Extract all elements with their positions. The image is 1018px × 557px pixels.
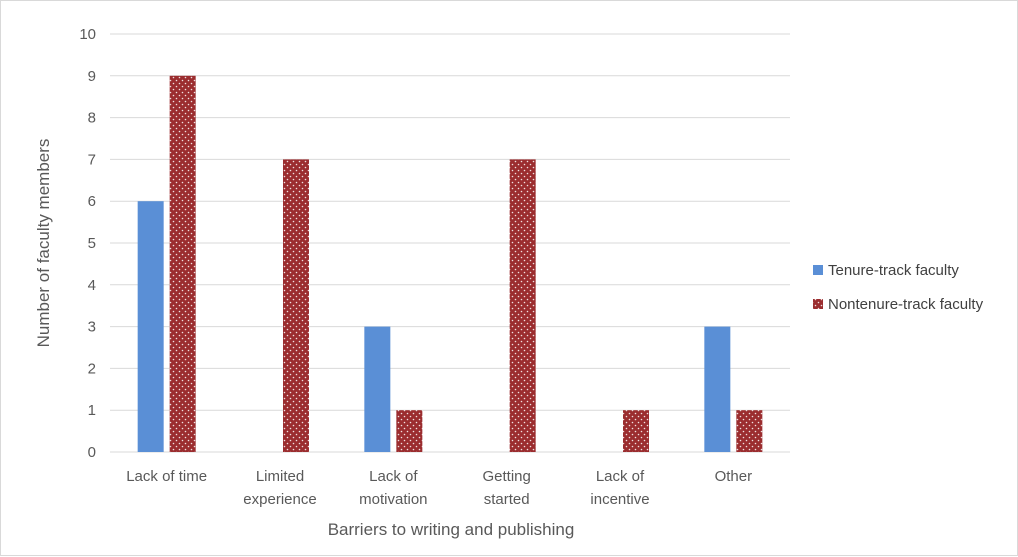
x-tick-label: Lack of incentive bbox=[590, 468, 649, 508]
y-tick-label: 9 bbox=[88, 68, 96, 85]
legend-swatch-tenure bbox=[813, 265, 823, 275]
y-axis-title: Number of faculty members bbox=[34, 139, 53, 348]
legend-item-nontenure: Nontenure-track faculty bbox=[813, 296, 984, 313]
bar-tenure bbox=[364, 326, 391, 452]
y-tick-label: 8 bbox=[88, 110, 96, 127]
bar-tenure bbox=[704, 326, 731, 452]
x-axis-ticks: Lack of time Limited experience Lack of moti… bbox=[126, 468, 752, 508]
x-tick-label: Limited experience bbox=[243, 468, 316, 508]
legend-item-tenure: Tenure-track faculty bbox=[813, 262, 959, 279]
legend: Tenure-track faculty Nontenure-track fac… bbox=[813, 262, 984, 313]
legend-swatch-nontenure bbox=[813, 299, 823, 309]
bar-nontenure bbox=[283, 159, 309, 452]
legend-label-tenure: Tenure-track faculty bbox=[828, 262, 959, 279]
y-tick-label: 3 bbox=[88, 319, 96, 336]
y-tick-label: 6 bbox=[88, 193, 96, 210]
gridlines bbox=[110, 33, 790, 453]
y-tick-label: 7 bbox=[88, 151, 96, 168]
y-tick-label: 1 bbox=[88, 402, 96, 419]
x-tick-label: Getting started bbox=[482, 468, 530, 508]
bar-tenure bbox=[137, 201, 164, 452]
bar-nontenure bbox=[169, 75, 196, 453]
y-tick-label: 2 bbox=[88, 360, 96, 377]
bar-nontenure bbox=[623, 410, 649, 452]
x-tick-label: Other bbox=[715, 468, 753, 485]
bar-nontenure bbox=[396, 410, 423, 452]
x-tick-label: Lack of time bbox=[126, 468, 207, 485]
bar-nontenure bbox=[736, 410, 763, 452]
x-tick-label: Lack of motivation bbox=[359, 468, 427, 508]
y-tick-label: 0 bbox=[88, 444, 96, 461]
y-tick-label: 10 bbox=[79, 26, 96, 43]
bars bbox=[137, 75, 763, 453]
x-axis-title: Barriers to writing and publishing bbox=[328, 520, 575, 539]
y-tick-label: 5 bbox=[88, 235, 96, 252]
legend-label-nontenure: Nontenure-track faculty bbox=[828, 296, 984, 313]
y-tick-label: 4 bbox=[88, 277, 96, 294]
y-axis-ticks: 0 1 2 3 4 5 6 7 8 9 10 bbox=[79, 26, 96, 461]
bar-nontenure bbox=[509, 159, 536, 452]
